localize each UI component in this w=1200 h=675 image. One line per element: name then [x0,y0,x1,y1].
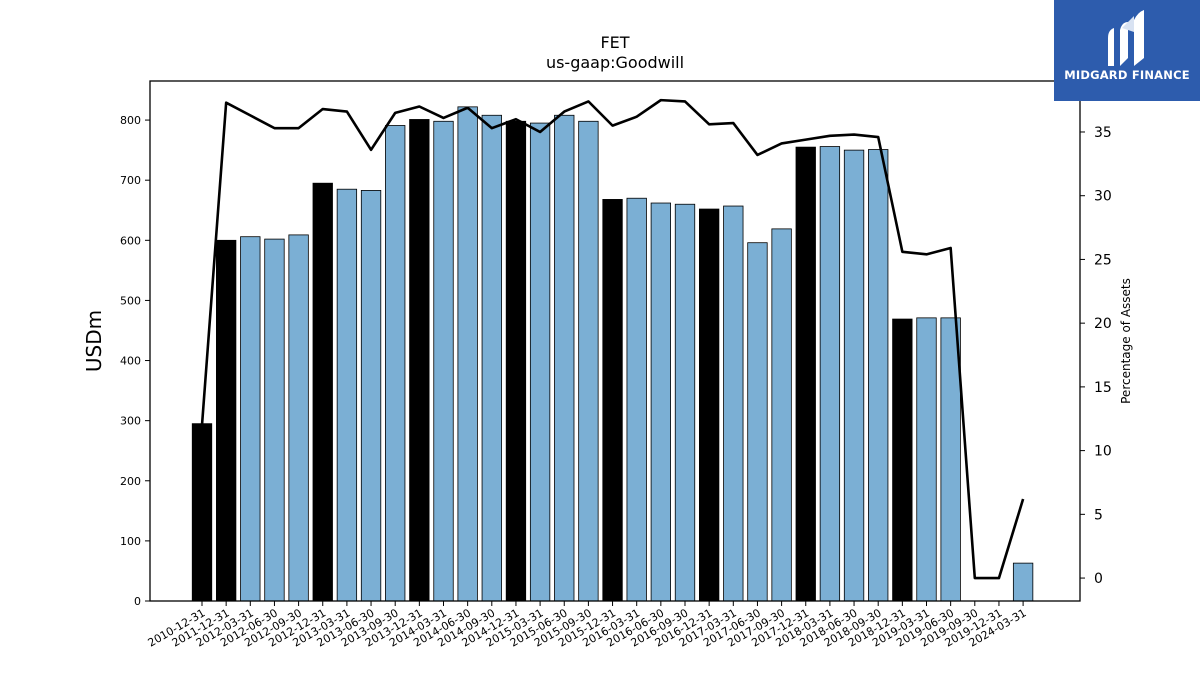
bar-2017-03-31 [723,205,744,602]
bar-2014-09-30 [481,114,502,602]
x-axis: 2010-12-312011-12-312012-03-312012-06-30… [146,601,1029,650]
bar-2017-09-30 [771,228,792,602]
y-tick-label: 800 [120,114,141,127]
bar-2016-12-31 [699,208,720,602]
percentage-of-assets-line [200,98,1025,580]
y2-tick-label: 35 [1094,125,1112,141]
bar-2016-06-30 [650,202,671,602]
y-tick-label: 100 [120,535,141,548]
bar-2017-06-30 [747,242,768,602]
bar-2012-03-31 [240,236,261,602]
y-axis-left: 0 100 200 300 400 500 600 700 800 [120,114,150,608]
y2-tick-label: 10 [1094,444,1112,460]
midgard-logo-icon [1108,10,1144,66]
bar-2014-03-31 [433,120,454,602]
bar-2010-12-31 [191,423,213,602]
bar-2014-12-31 [505,120,527,602]
y2-tick-label: 30 [1094,189,1112,205]
bar-2013-03-31 [336,188,358,602]
bar-2018-12-31 [892,318,913,602]
bar-2018-03-31 [819,146,841,602]
plot-frame [149,80,1081,602]
y2-tick-label: 15 [1094,380,1112,396]
y-tick-label: 300 [120,415,141,428]
y-tick-label: 200 [120,475,141,488]
bar-2015-09-30 [578,120,599,602]
bar-2015-12-31 [602,199,623,602]
y-tick-label: 500 [120,294,141,307]
bar-2017-12-31 [795,146,816,602]
brand-logo: MIDGARD FINANCE [1054,0,1200,101]
y-axis-right: 0 5 10 15 20 25 30 35 [1080,125,1112,587]
bar-2013-06-30 [360,190,382,602]
bar-2024-03-31 [1012,562,1034,602]
chart-title: FET [600,33,629,52]
bar-2019-03-31 [916,317,937,602]
y-tick-label: 700 [120,174,141,187]
y-tick-label: 400 [120,355,141,368]
bar-2013-09-30 [385,125,406,602]
y2-tick-label: 5 [1094,507,1103,523]
bar-2012-09-30 [288,234,309,602]
y-tick-label: 600 [120,234,141,247]
bar-2016-09-30 [674,203,696,602]
bar-2018-09-30 [868,149,889,602]
bar-2015-03-31 [529,122,551,602]
bar-2011-12-31 [215,239,237,602]
y2-tick-label: 0 [1094,571,1103,587]
y2-tick-label: 25 [1094,252,1112,268]
brand-name: MIDGARD FINANCE [1064,68,1190,82]
bar-2015-06-30 [554,114,575,602]
bar-2016-03-31 [626,197,647,602]
y2-axis-label: Percentage of Assets [1119,278,1133,404]
bar-2013-12-31 [409,119,430,602]
y-axis-label: USDm [82,310,106,372]
bars-group [191,106,1034,602]
bar-2018-06-30 [843,149,865,602]
chart-subtitle: us-gaap:Goodwill [546,53,684,72]
bar-2012-06-30 [264,238,285,602]
bar-2014-06-30 [457,106,478,602]
y2-tick-label: 20 [1094,316,1112,332]
bar-2012-12-31 [312,182,333,602]
bar-2019-06-30 [940,317,961,602]
y-tick-label: 0 [134,595,141,608]
